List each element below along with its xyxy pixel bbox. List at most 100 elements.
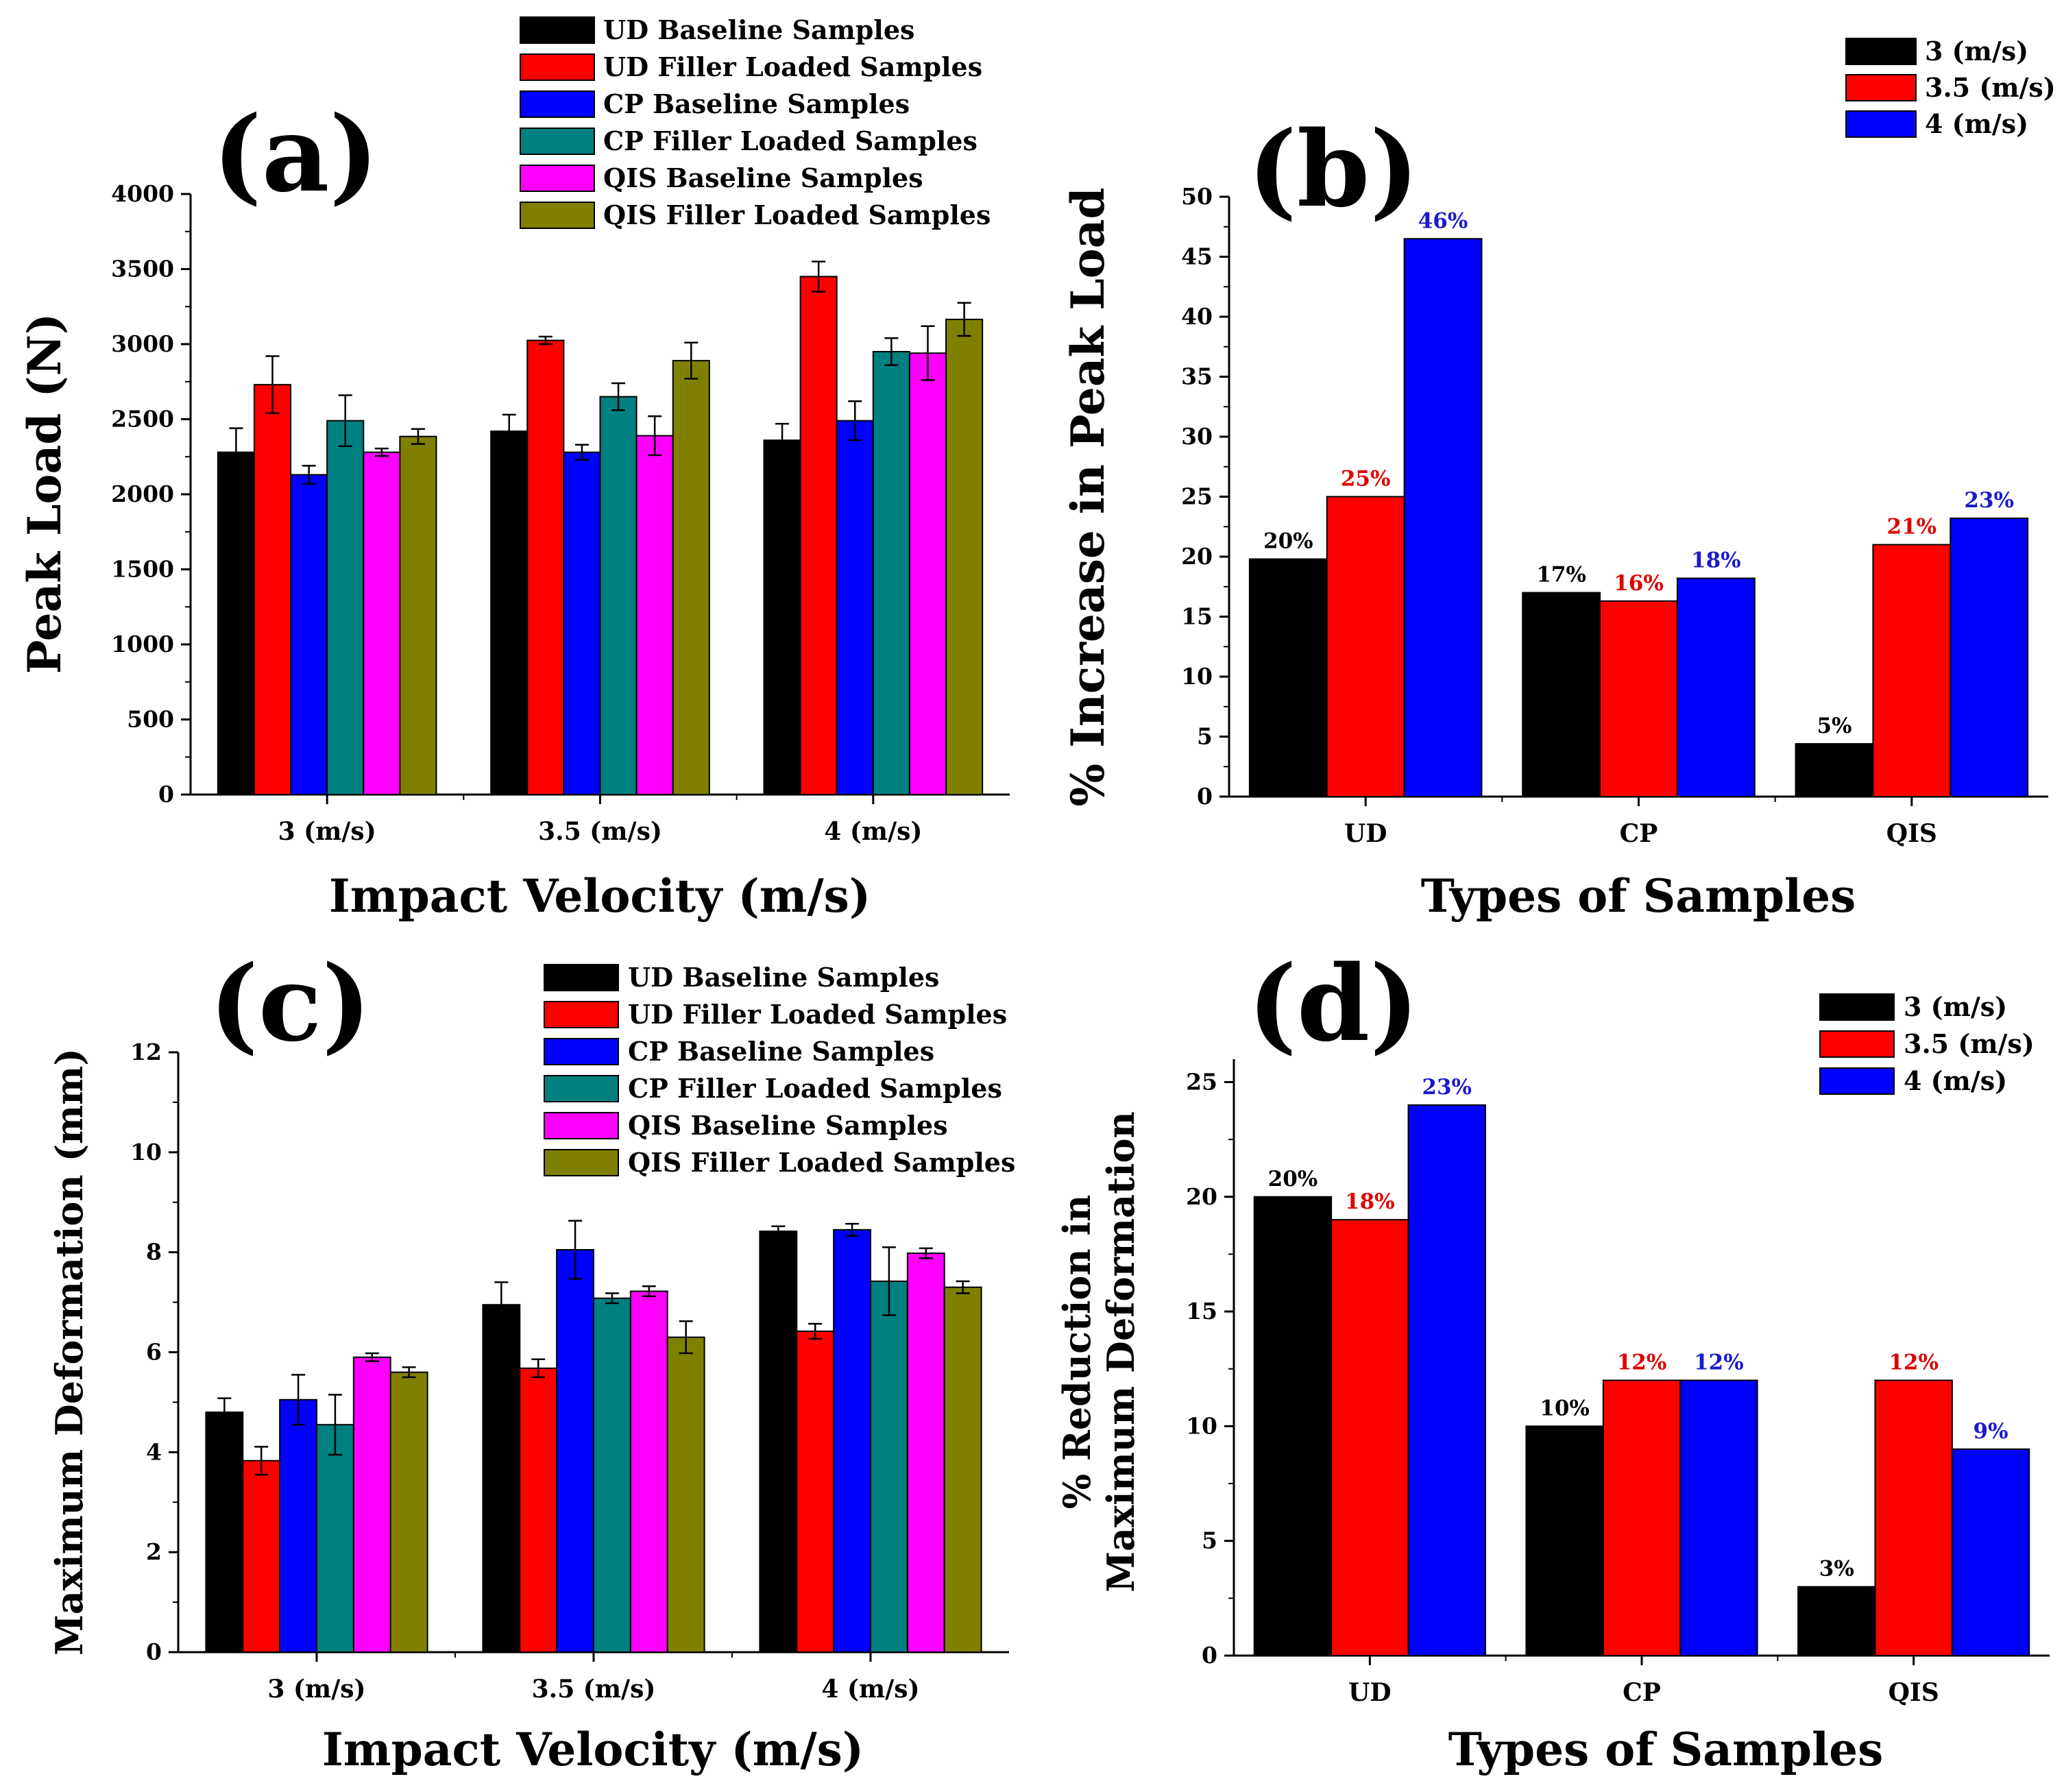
bar-a-s1-c2 bbox=[799, 276, 838, 795]
legend-swatch bbox=[1845, 74, 1917, 101]
legend-label: 3.5 (m/s) bbox=[1904, 1028, 2035, 1059]
legend-label: UD Filler Loaded Samples bbox=[628, 999, 1007, 1030]
y-tick-label: 20 bbox=[1186, 1183, 1217, 1210]
legend-swatch bbox=[544, 1038, 619, 1065]
bar-a-s5-c1 bbox=[672, 360, 710, 795]
panel-label-c: (c) bbox=[209, 942, 371, 1065]
y-tick-label: 20 bbox=[1181, 543, 1213, 570]
data-label: 20% bbox=[1263, 529, 1313, 554]
bar-c-s0-c2 bbox=[759, 1231, 798, 1653]
y-axis-title: Peak Load (N) bbox=[18, 313, 71, 674]
y-tick-label: 8 bbox=[146, 1239, 162, 1266]
bar-c-s4-c1 bbox=[629, 1290, 668, 1653]
y-tick-label: 12 bbox=[130, 1039, 162, 1065]
bar-b-s0-c1 bbox=[1522, 592, 1601, 797]
bar-c-s0-c0 bbox=[205, 1412, 244, 1653]
legend-label: 4 (m/s) bbox=[1904, 1065, 2007, 1096]
bar-c-s0-c1 bbox=[482, 1304, 521, 1653]
legend-label: CP Filler Loaded Samples bbox=[628, 1073, 1002, 1104]
y-tick-label: 10 bbox=[1186, 1412, 1217, 1439]
y-tick-label: 10 bbox=[130, 1139, 162, 1165]
y-axis-title: Maximum Deformation bbox=[1099, 1111, 1143, 1593]
legend-swatch bbox=[544, 1149, 619, 1176]
legend-swatch bbox=[520, 128, 595, 155]
bar-a-s0-c2 bbox=[763, 439, 801, 795]
data-label: 17% bbox=[1536, 563, 1586, 588]
y-tick-label: 30 bbox=[1181, 423, 1213, 450]
bar-c-s5-c1 bbox=[666, 1336, 705, 1653]
x-tick-label: 4 (m/s) bbox=[824, 817, 922, 846]
data-label: 25% bbox=[1341, 467, 1391, 492]
legend-label: QIS Filler Loaded Samples bbox=[628, 1147, 1015, 1178]
bar-d-s2-c0 bbox=[1407, 1104, 1486, 1656]
bar-a-s2-c0 bbox=[290, 474, 328, 796]
x-tick-label: 3.5 (m/s) bbox=[538, 817, 662, 846]
bar-a-s3-c2 bbox=[872, 350, 910, 795]
y-tick-label: 4000 bbox=[111, 180, 174, 207]
bar-c-s5-c0 bbox=[389, 1371, 428, 1653]
y-axis-title: % Increase in Peak Load bbox=[1061, 187, 1115, 806]
bar-b-s2-c2 bbox=[1950, 518, 2029, 797]
y-axis-title: % Reduction in bbox=[1055, 1195, 1099, 1510]
bar-b-s1-c0 bbox=[1326, 496, 1405, 797]
panel-a: (a) 0 500 1000 1500 2000 2500 3000 3500 4000 3 (m/… bbox=[18, 14, 1010, 923]
bar-c-s1-c2 bbox=[796, 1330, 835, 1653]
panel-label-d: (d) bbox=[1248, 942, 1419, 1065]
y-tick-label: 0 bbox=[158, 781, 174, 808]
panel-d: (d) 0 5 10 15 20 25 UD CP QIS 20% 10% 3% 18% 12% 12% 23%… bbox=[1055, 942, 2050, 1776]
y-tick-label: 15 bbox=[1186, 1298, 1217, 1324]
panel-c: (c) 0 2 4 6 8 10 12 3 (m/s) 3.5 (m/s) 4 (m/s) Impac… bbox=[47, 942, 1015, 1776]
legend-swatch bbox=[544, 1001, 619, 1028]
y-tick-label: 40 bbox=[1181, 303, 1213, 330]
legend-swatch bbox=[520, 53, 595, 81]
bar-b-s2-c0 bbox=[1403, 238, 1483, 797]
x-axis-title: Types of Samples bbox=[1448, 1723, 1884, 1776]
bar-a-s4-c2 bbox=[908, 352, 947, 795]
bar-c-s2-c2 bbox=[833, 1228, 871, 1653]
data-label: 18% bbox=[1345, 1189, 1395, 1214]
y-tick-label: 3500 bbox=[111, 256, 174, 282]
x-tick-label: QIS bbox=[1889, 1678, 1939, 1707]
bar-c-s1-c1 bbox=[519, 1367, 558, 1654]
x-axis-title: Impact Velocity (m/s) bbox=[322, 1723, 864, 1776]
data-label: 9% bbox=[1974, 1419, 2008, 1444]
x-tick-label: 3 (m/s) bbox=[278, 817, 376, 846]
legend-swatch bbox=[1819, 993, 1895, 1021]
bar-b-s0-c2 bbox=[1795, 743, 1874, 797]
bar-c-s3-c2 bbox=[870, 1280, 908, 1654]
y-tick-label: 5 bbox=[1202, 1527, 1217, 1554]
x-tick-label: UD bbox=[1344, 819, 1387, 848]
legend-label: UD Baseline Samples bbox=[628, 962, 939, 993]
panel-label-b: (b) bbox=[1248, 108, 1419, 230]
legend-swatch bbox=[544, 1075, 619, 1102]
data-label: 16% bbox=[1614, 571, 1664, 596]
x-tick-label: UD bbox=[1348, 1678, 1392, 1707]
legend-swatch bbox=[1845, 110, 1917, 138]
y-tick-label: 2 bbox=[146, 1538, 162, 1565]
data-label: 18% bbox=[1691, 548, 1741, 573]
x-axis-title: Types of Samples bbox=[1421, 869, 1856, 923]
bar-c-s4-c0 bbox=[352, 1356, 391, 1653]
y-tick-label: 3000 bbox=[111, 330, 174, 357]
data-label: 23% bbox=[1964, 488, 2014, 513]
y-tick-label: 1000 bbox=[111, 631, 174, 657]
legend-label: CP Baseline Samples bbox=[603, 88, 910, 119]
bar-a-s0-c0 bbox=[217, 451, 255, 795]
y-tick-label: 4 bbox=[146, 1438, 162, 1465]
y-tick-label: 15 bbox=[1181, 603, 1213, 630]
y-tick-label: 25 bbox=[1186, 1068, 1217, 1095]
y-tick-label: 5 bbox=[1197, 723, 1213, 750]
bar-a-s5-c2 bbox=[945, 318, 984, 795]
x-tick-label: 3 (m/s) bbox=[267, 1675, 365, 1704]
bar-d-s1-c1 bbox=[1602, 1379, 1681, 1656]
bar-a-s3-c0 bbox=[326, 420, 365, 795]
bar-c-s4-c2 bbox=[906, 1252, 945, 1653]
bar-c-s5-c2 bbox=[943, 1286, 982, 1654]
y-tick-label: 25 bbox=[1181, 483, 1213, 510]
x-axis-title: Impact Velocity (m/s) bbox=[329, 869, 871, 923]
x-tick-label: CP bbox=[1620, 819, 1658, 848]
bar-a-s1-c0 bbox=[253, 384, 292, 795]
bar-a-s4-c0 bbox=[363, 451, 401, 795]
data-label: 12% bbox=[1617, 1350, 1667, 1375]
y-tick-label: 2500 bbox=[111, 406, 174, 433]
